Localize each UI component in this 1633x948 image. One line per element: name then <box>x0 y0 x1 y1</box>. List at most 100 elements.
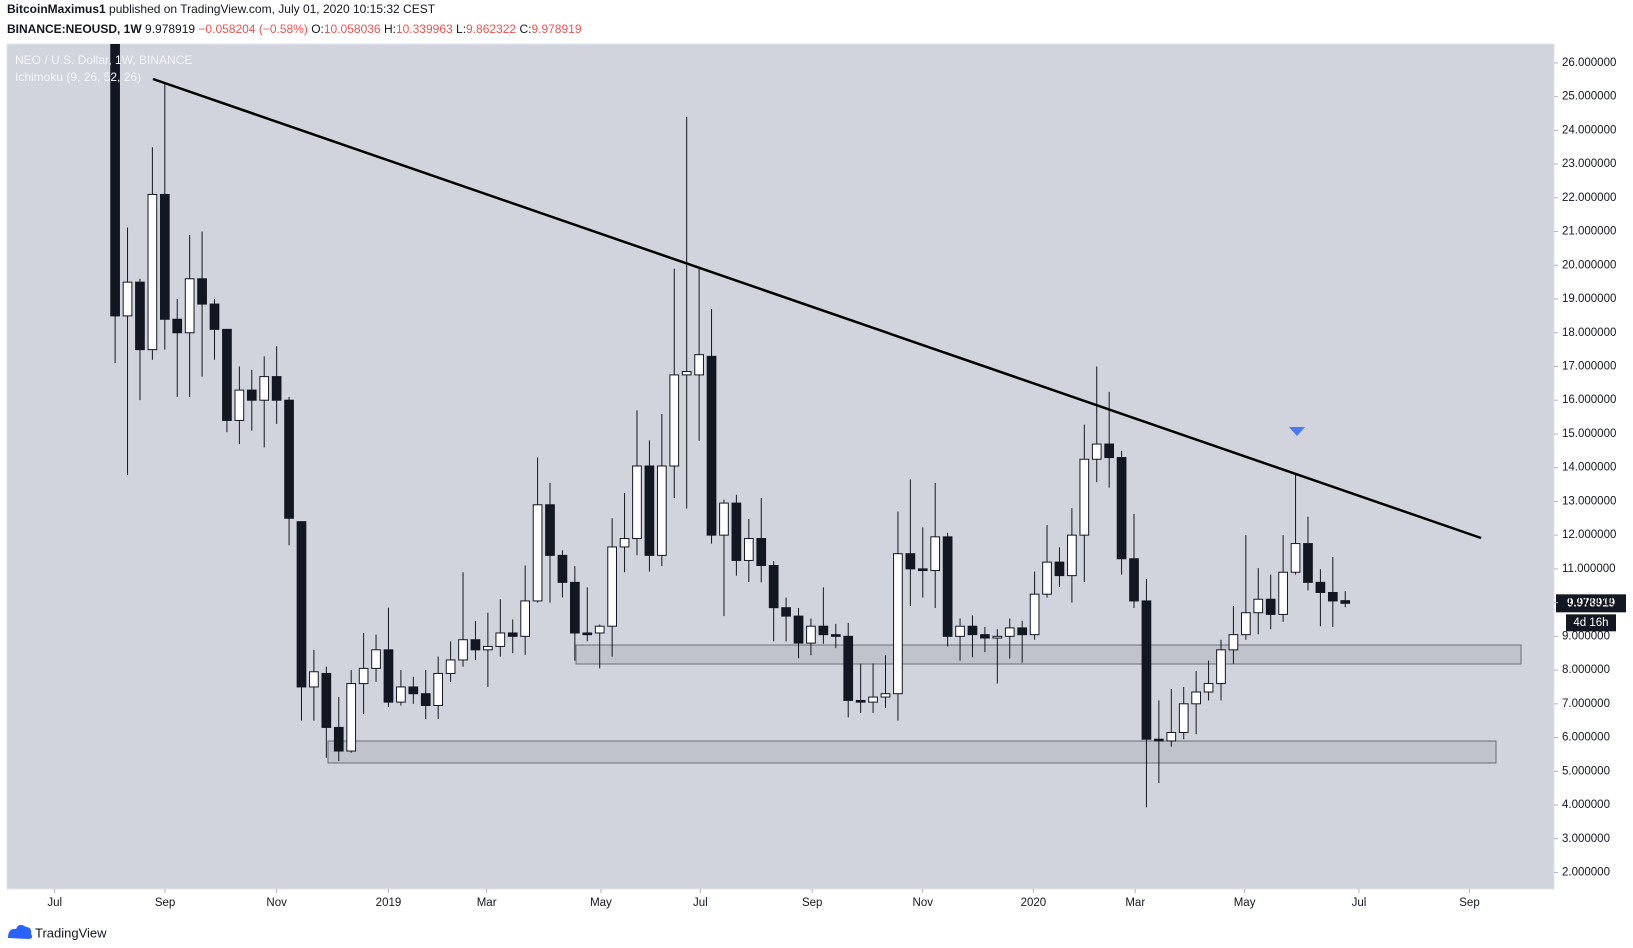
candle-body <box>184 278 195 334</box>
y-tick-label: 25.000000 <box>1562 91 1616 103</box>
y-tick-label: 5.000000 <box>1562 765 1610 777</box>
candle-body <box>1129 558 1139 602</box>
candle-body <box>893 553 903 695</box>
candles <box>110 44 1351 808</box>
published-text: published on TradingView.com, July 01, 2… <box>109 2 436 16</box>
candle-body <box>830 634 841 637</box>
candle-body <box>483 645 493 651</box>
x-tick-label: Nov <box>913 897 934 909</box>
y-tick-label: 19.000000 <box>1562 293 1616 305</box>
candle-body <box>420 693 431 706</box>
y-tick-label: 15.000000 <box>1562 428 1616 440</box>
candle-body <box>781 607 791 617</box>
candle-body <box>917 568 928 572</box>
brand: TradingView <box>35 925 107 940</box>
price-tag <box>1556 594 1626 613</box>
x-tick-label: Jul <box>693 897 708 909</box>
candle-body <box>843 635 854 701</box>
candle-body <box>905 553 916 570</box>
candle-body <box>1154 738 1164 742</box>
x-tick-label: Nov <box>266 897 287 909</box>
candle-body <box>694 354 704 376</box>
candle-body <box>1290 543 1301 573</box>
support-zone <box>327 740 1497 764</box>
last-price: 9.978919 <box>145 22 195 36</box>
footer-logo: TradingView <box>8 924 107 940</box>
candle-body <box>1091 443 1102 460</box>
candle-body <box>271 376 282 401</box>
plot-border <box>6 43 1555 890</box>
candle-body <box>1203 683 1214 693</box>
candle-body <box>197 278 207 305</box>
candle-body <box>246 389 257 401</box>
candle-body <box>284 399 294 519</box>
y-tick-label: 18.000000 <box>1562 327 1616 339</box>
candle-body <box>1104 443 1115 459</box>
y-tick-label: 4.000000 <box>1562 799 1610 811</box>
candle-body <box>570 581 580 634</box>
low-label: L: <box>456 22 466 36</box>
candle-body <box>321 672 332 728</box>
candle-body <box>1067 534 1077 577</box>
candle-body <box>644 465 655 556</box>
y-tick-label: 26.000000 <box>1562 57 1616 69</box>
x-tick-label: Sep <box>1459 897 1479 909</box>
candle-body <box>1141 600 1152 740</box>
candle-body <box>594 625 605 634</box>
candle-body <box>234 389 245 421</box>
support-zone <box>575 644 1522 665</box>
candle-body <box>1029 593 1040 636</box>
candle-body <box>346 683 357 752</box>
candle-body <box>942 536 953 637</box>
x-tick-label: 2019 <box>376 897 402 909</box>
countdown-label: 4d 16h <box>1573 617 1608 629</box>
candle-body <box>309 671 319 688</box>
indicator-label: Ichimoku (9, 26, 52, 26) <box>15 70 141 84</box>
y-tick-label: 10.000000 <box>1562 597 1616 609</box>
candle-body <box>445 659 456 674</box>
open-label: O: <box>311 22 324 36</box>
price-change: −0.058204 (−0.58%) <box>198 22 307 36</box>
candle-body <box>868 696 878 703</box>
y-tick-label: 11.000000 <box>1562 563 1616 575</box>
high-value: 10.339963 <box>396 22 453 36</box>
candle-body <box>806 625 816 644</box>
close-value: 9.978919 <box>531 22 581 36</box>
candle-body <box>756 538 767 567</box>
y-tick-label: 3.000000 <box>1562 833 1610 845</box>
candle-body <box>669 374 680 467</box>
candle-body <box>1327 591 1338 602</box>
symbol: BINANCE:NEOUSD, 1W <box>7 22 142 36</box>
candle-body <box>1303 543 1313 583</box>
candle-body <box>383 649 394 703</box>
y-tick-label: 6.000000 <box>1562 732 1610 744</box>
author: BitcoinMaximus1 <box>7 2 106 16</box>
low-value: 9.862322 <box>466 22 516 36</box>
candle-body <box>458 639 468 661</box>
candle-body <box>1054 561 1065 577</box>
candle-body <box>296 521 307 688</box>
candle-body <box>880 693 891 698</box>
candle-body <box>582 632 593 636</box>
candle-body <box>619 538 630 548</box>
y-tick-label: 16.000000 <box>1562 394 1616 406</box>
y-tick-label: 14.000000 <box>1562 462 1616 474</box>
x-tick-label: Sep <box>155 897 175 909</box>
candle-body <box>172 318 183 334</box>
candle-body <box>1240 612 1251 636</box>
signal-arrow <box>1289 427 1305 436</box>
y-tick-label: 12.000000 <box>1562 529 1616 541</box>
y-tick-label: 13.000000 <box>1562 495 1616 507</box>
candle-body <box>855 699 866 703</box>
candle-body <box>768 565 779 609</box>
candle-body <box>135 281 145 351</box>
candle-body <box>980 634 990 639</box>
x-tick-label: 2020 <box>1021 897 1047 909</box>
candle-body <box>967 625 978 636</box>
candle-body <box>818 625 829 636</box>
candle-body <box>607 546 617 627</box>
candle-body <box>122 281 133 317</box>
close-label: C: <box>519 22 531 36</box>
candle-body <box>1340 600 1351 604</box>
x-tick-label: Jul <box>1352 897 1367 909</box>
